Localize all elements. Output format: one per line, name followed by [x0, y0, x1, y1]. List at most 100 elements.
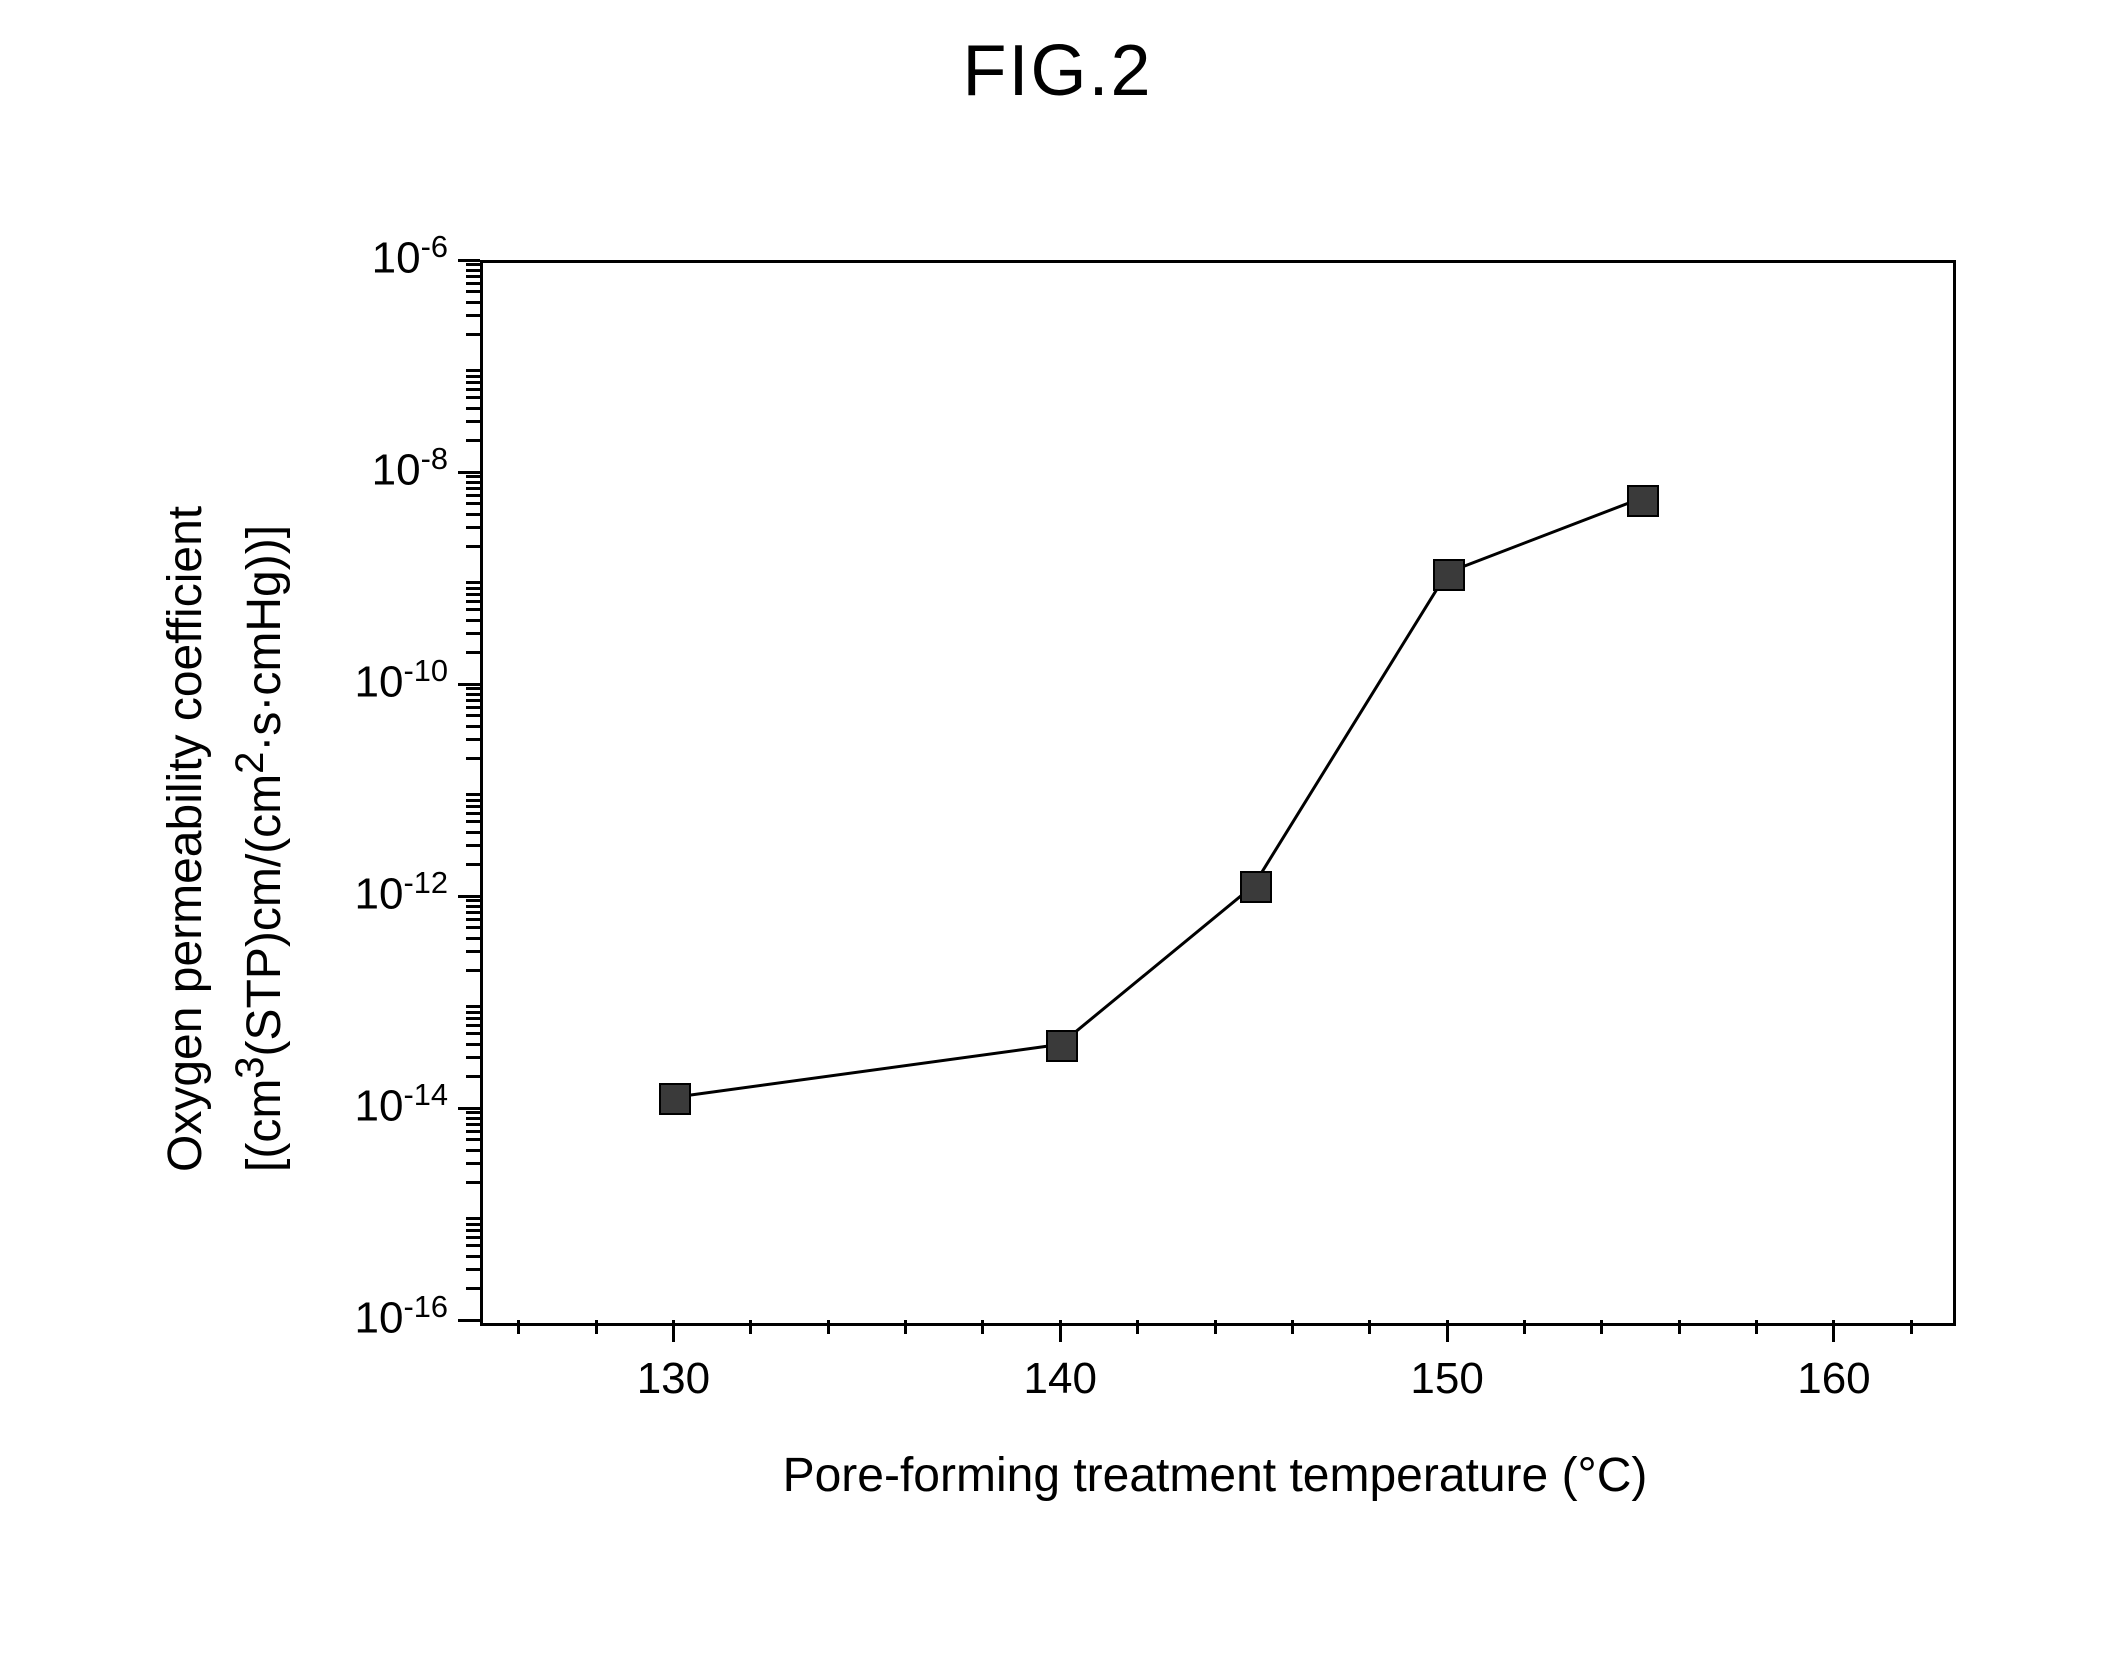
y-minor-tick [466, 1217, 480, 1220]
y-minor-tick [466, 545, 480, 548]
y-minor-tick [466, 502, 480, 505]
y-minor-tick [466, 1111, 480, 1114]
y-minor-tick [466, 600, 480, 603]
y-minor-tick [466, 481, 480, 484]
y-minor-tick [466, 1236, 480, 1239]
y-axis-title-line1: Oxygen permeability coefficient [158, 505, 213, 1171]
y-minor-tick [466, 831, 480, 834]
data-marker [1046, 1030, 1078, 1062]
y-minor-tick [466, 799, 480, 802]
y-minor-tick [466, 1011, 480, 1014]
y-tick [458, 895, 480, 898]
y-minor-tick [466, 1130, 480, 1133]
y-minor-tick [466, 593, 480, 596]
y-minor-tick [466, 396, 480, 399]
y-minor-tick [466, 375, 480, 378]
y-minor-tick [466, 714, 480, 717]
y-minor-tick [466, 619, 480, 622]
y-minor-tick [466, 513, 480, 516]
y-minor-tick [466, 388, 480, 391]
y-tick [458, 1107, 480, 1110]
y-minor-tick [466, 812, 480, 815]
y-minor-tick [466, 526, 480, 529]
y-minor-tick [466, 282, 480, 285]
y-minor-tick [466, 1138, 480, 1141]
y-minor-tick [466, 290, 480, 293]
x-minor-tick [1523, 1320, 1526, 1334]
y-minor-tick [466, 1255, 480, 1258]
y-minor-tick [466, 475, 480, 478]
y-minor-tick [466, 269, 480, 272]
x-tick-label: 160 [1774, 1354, 1894, 1404]
data-marker [1433, 559, 1465, 591]
y-minor-tick [466, 1005, 480, 1008]
y-minor-tick [466, 420, 480, 423]
y-minor-tick [466, 950, 480, 953]
y-minor-tick [466, 844, 480, 847]
x-tick [1832, 1320, 1835, 1342]
y-minor-tick [466, 581, 480, 584]
y-minor-tick [466, 926, 480, 929]
y-minor-tick [466, 1181, 480, 1184]
y-minor-tick [466, 494, 480, 497]
plot-area [480, 260, 1956, 1326]
x-minor-tick [517, 1320, 520, 1334]
x-tick [1446, 1320, 1449, 1342]
figure-title: FIG.2 [0, 30, 2115, 112]
y-minor-tick [466, 1043, 480, 1046]
y-minor-tick [466, 905, 480, 908]
y-axis-title-line2: [(cm3(STP)cm/(cm2·s·cmHg))] [228, 525, 292, 1172]
y-tick [458, 1319, 480, 1322]
y-minor-tick [466, 911, 480, 914]
y-tick-label: 10-14 [288, 1077, 448, 1132]
y-minor-tick [466, 275, 480, 278]
x-minor-tick [1214, 1320, 1217, 1334]
x-minor-tick [1291, 1320, 1294, 1334]
y-minor-tick [466, 333, 480, 336]
data-marker [659, 1083, 691, 1115]
y-minor-tick [466, 793, 480, 796]
y-minor-tick [466, 738, 480, 741]
x-minor-tick [904, 1320, 907, 1334]
y-minor-tick [466, 1123, 480, 1126]
y-tick-label: 10-12 [288, 865, 448, 920]
y-minor-tick [466, 899, 480, 902]
y-minor-tick [466, 757, 480, 760]
y-tick [458, 471, 480, 474]
y-minor-tick [466, 263, 480, 266]
y-minor-tick [466, 439, 480, 442]
x-tick-label: 140 [1000, 1354, 1120, 1404]
y-minor-tick [466, 1244, 480, 1247]
y-minor-tick [466, 632, 480, 635]
y-minor-tick [466, 1056, 480, 1059]
y-tick-label: 10-6 [288, 229, 448, 284]
y-tick-label: 10-16 [288, 1289, 448, 1344]
y-minor-tick [466, 651, 480, 654]
y-minor-tick [466, 1117, 480, 1120]
page: FIG.2 Oxygen permeability coefficient [(… [0, 0, 2115, 1666]
y-minor-tick [466, 608, 480, 611]
y-minor-tick [466, 1032, 480, 1035]
x-tick [672, 1320, 675, 1342]
data-marker [1240, 871, 1272, 903]
y-tick [458, 259, 480, 262]
y-minor-tick [466, 487, 480, 490]
y-minor-tick [466, 587, 480, 590]
y-minor-tick [466, 369, 480, 372]
y-minor-tick [466, 687, 480, 690]
y-tick [458, 683, 480, 686]
x-minor-tick [595, 1320, 598, 1334]
data-marker [1627, 485, 1659, 517]
y-minor-tick [466, 969, 480, 972]
x-minor-tick [1600, 1320, 1603, 1334]
x-tick [1059, 1320, 1062, 1342]
x-axis-title: Pore-forming treatment temperature (°C) [480, 1448, 1950, 1503]
y-minor-tick [466, 706, 480, 709]
x-minor-tick [1368, 1320, 1371, 1334]
y-minor-tick [466, 1024, 480, 1027]
y-tick-label: 10-10 [288, 653, 448, 708]
y-minor-tick [466, 1229, 480, 1232]
x-minor-tick [1755, 1320, 1758, 1334]
x-minor-tick [1678, 1320, 1681, 1334]
y-minor-tick [466, 699, 480, 702]
